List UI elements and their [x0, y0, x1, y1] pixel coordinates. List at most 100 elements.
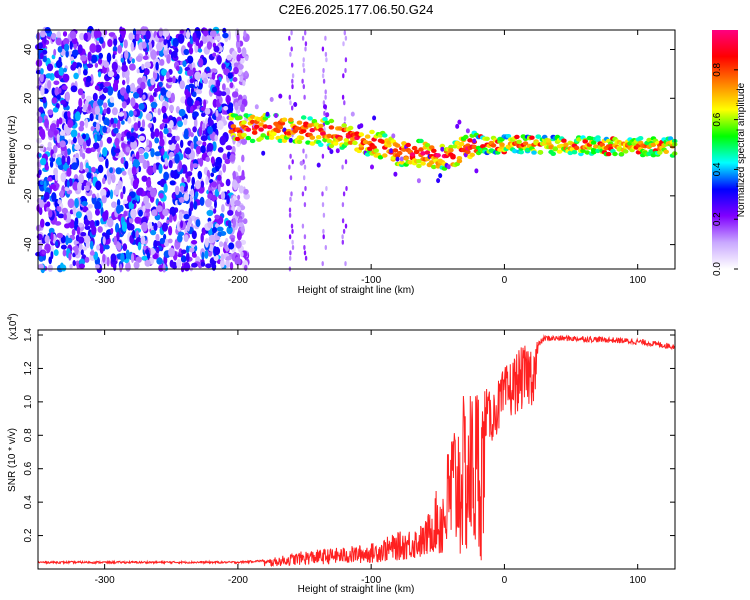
heatmap-cell — [200, 145, 206, 154]
heatmap-cell — [392, 148, 399, 153]
heatmap-cell — [265, 111, 270, 117]
heatmap-cell — [107, 38, 113, 48]
heatmap-cell — [159, 58, 165, 66]
heatmap-cell — [184, 88, 189, 96]
heatmap-cell — [59, 140, 66, 148]
heatmap-cell — [106, 107, 111, 115]
heatmap-cell — [258, 127, 264, 132]
heatmap-cell — [243, 30, 247, 38]
heatmap-cell — [185, 245, 190, 254]
heatmap-cell — [326, 138, 333, 144]
heatmap-cell — [216, 120, 224, 130]
heatmap-cell — [174, 153, 180, 164]
heatmap-cell — [194, 71, 202, 81]
heatmap-cell — [192, 91, 197, 98]
heatmap-cell — [219, 96, 223, 105]
y-tick-label: 40 — [23, 44, 34, 56]
x-tick-label: -100 — [361, 275, 381, 286]
heatmap-cell — [341, 202, 345, 208]
heatmap-cell — [325, 112, 330, 118]
heatmap-cell — [138, 147, 145, 155]
snr-y-ticks: 0.2 0.4 0.6 0.8 1.0 1.2 1.4 — [23, 328, 675, 543]
heatmap-cell — [49, 160, 54, 168]
heatmap-cell — [44, 118, 49, 129]
heatmap-cell — [343, 100, 346, 106]
heatmap-cell — [215, 223, 220, 229]
heatmap-cell — [582, 139, 588, 144]
heatmap-cell — [370, 164, 374, 170]
heatmap-cell — [132, 179, 139, 189]
heatmap-cell — [42, 55, 47, 63]
heatmap-cell — [243, 188, 249, 195]
heatmap-cell — [55, 157, 63, 166]
heatmap-cell — [159, 237, 165, 245]
heatmap-cell — [186, 252, 190, 263]
heatmap-cell — [344, 261, 347, 267]
colorbar-tick-label: 0.4 — [712, 162, 723, 176]
heatmap-cell — [159, 130, 163, 140]
heatmap-cell — [38, 153, 42, 158]
heatmap-cell — [326, 133, 333, 139]
heatmap-cell — [288, 164, 291, 170]
heatmap-cell — [77, 66, 81, 76]
heatmap-cell — [56, 118, 60, 128]
heatmap-cell — [200, 261, 206, 267]
heatmap-cell — [215, 165, 220, 172]
heatmap-cell — [279, 121, 286, 126]
heatmap-cell — [416, 178, 421, 184]
heatmap-cell — [103, 60, 110, 68]
heatmap-cell — [170, 92, 175, 103]
heatmap-cell — [228, 220, 232, 229]
heatmap-cell — [262, 124, 269, 129]
heatmap-cell — [435, 153, 441, 158]
heatmap-cell — [70, 129, 78, 138]
heatmap-cell — [67, 119, 74, 128]
heatmap-cell — [341, 218, 345, 224]
heatmap-cell — [102, 147, 108, 157]
heatmap-cell — [144, 259, 151, 267]
heatmap-cell — [201, 72, 206, 77]
heatmap-cell — [275, 128, 281, 134]
heatmap-cell — [141, 63, 145, 70]
heatmap-cell — [142, 159, 148, 170]
heatmap-cell — [303, 175, 306, 181]
heatmap-cell — [164, 157, 168, 167]
heatmap-cell — [48, 209, 53, 218]
heatmap-cell — [405, 142, 412, 148]
heatmap-cell — [138, 209, 143, 217]
heatmap-cell — [58, 88, 62, 94]
heatmap-cell — [54, 221, 62, 226]
heatmap-cell — [244, 264, 248, 271]
heatmap-cell — [86, 63, 94, 69]
heatmap-cell — [571, 150, 578, 155]
heatmap-cell — [291, 239, 294, 245]
heatmap-cell — [114, 137, 120, 147]
heatmap-cell — [94, 62, 99, 68]
heatmap-cell — [125, 262, 131, 272]
heatmap-cell — [180, 220, 184, 229]
heatmap-cell — [146, 252, 150, 259]
heatmap-cell — [303, 245, 306, 250]
heatmap-cell — [580, 148, 586, 153]
heatmap-cell — [99, 83, 104, 90]
snr-scale-note: (x104) — [7, 313, 19, 340]
heatmap-cell — [94, 44, 102, 53]
heatmap-cell — [343, 116, 347, 122]
heatmap-cell — [290, 223, 294, 229]
heatmap-cell — [71, 228, 76, 236]
heatmap-cell — [130, 139, 138, 150]
heatmap-cell — [232, 217, 236, 228]
heatmap-cell — [150, 49, 157, 60]
heatmap-cell — [315, 135, 322, 140]
heatmap-cell — [302, 57, 305, 63]
heatmap-cell — [69, 264, 73, 269]
heatmap-cell — [66, 148, 72, 156]
heatmap-cell — [78, 263, 85, 269]
heatmap-cell — [206, 72, 214, 78]
heatmap-cell — [576, 137, 582, 142]
heatmap-cell — [342, 228, 346, 234]
heatmap-cell — [134, 216, 142, 224]
heatmap-cell — [240, 138, 247, 145]
heatmap-cell — [198, 58, 204, 68]
heatmap-cell — [95, 208, 100, 216]
